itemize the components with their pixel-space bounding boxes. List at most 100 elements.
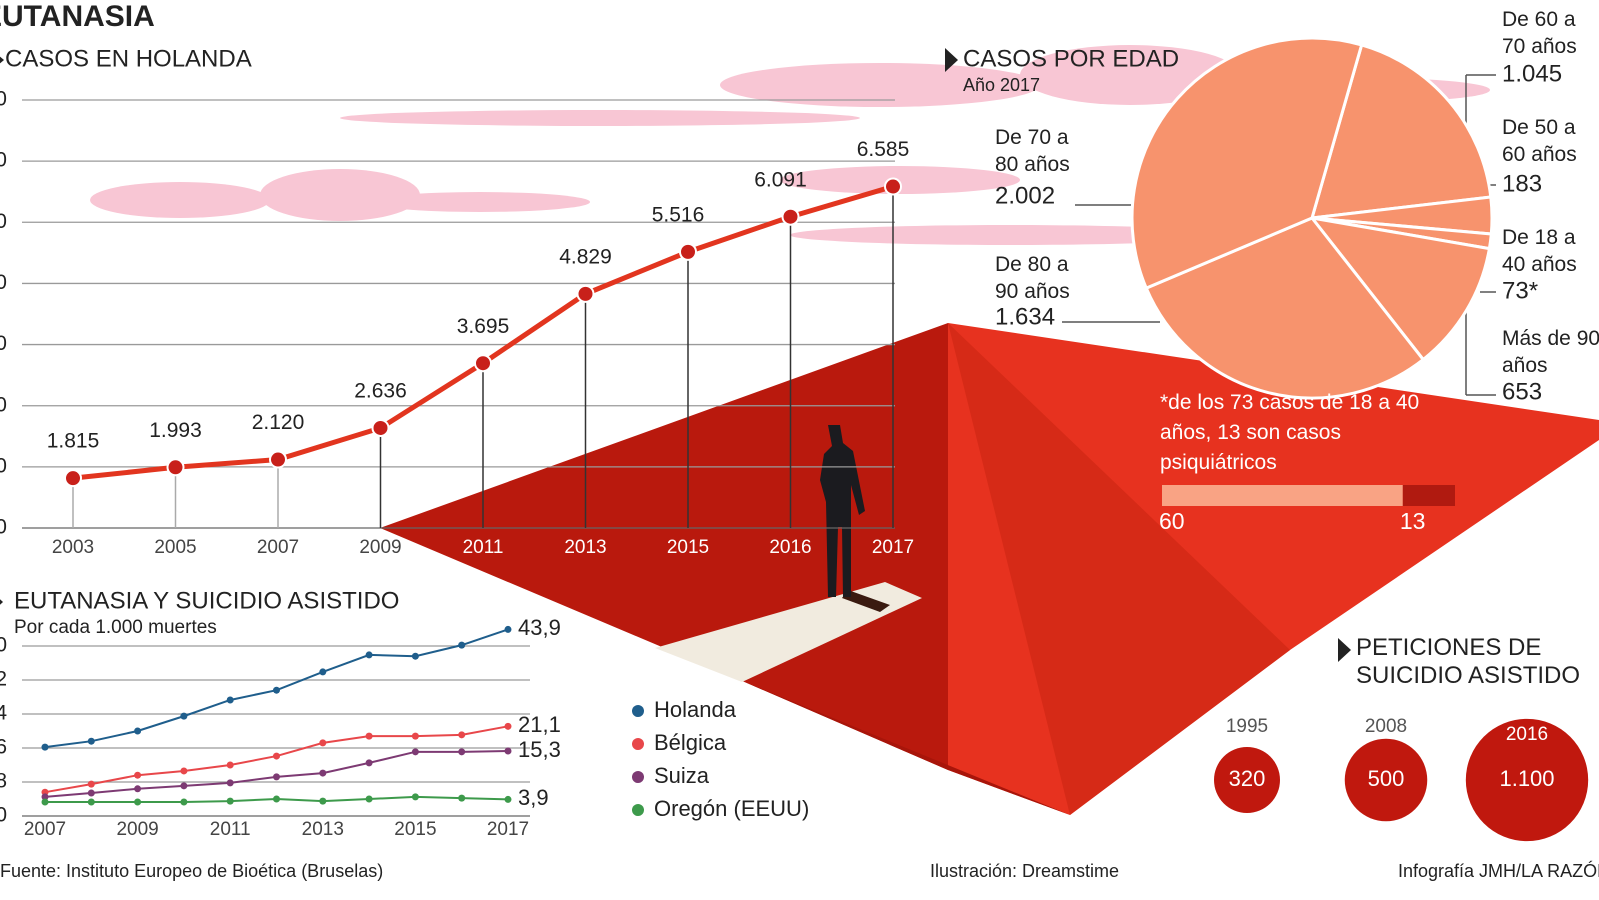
page-title: EUTANASIA bbox=[0, 0, 155, 33]
legend-label: Oregón (EEUU) bbox=[654, 796, 809, 821]
source: Fuente: Instituto Europeo de Bioética (B… bbox=[0, 861, 383, 881]
point bbox=[319, 668, 327, 676]
point bbox=[180, 712, 188, 720]
point bbox=[87, 737, 95, 745]
point bbox=[41, 798, 49, 806]
point bbox=[458, 794, 466, 802]
slice-label: De 60 a 70 años bbox=[1502, 8, 1577, 58]
category-label: 2008 bbox=[1365, 716, 1407, 737]
point bbox=[504, 795, 512, 803]
point bbox=[180, 782, 188, 790]
x-tick-label: 2009 bbox=[359, 537, 401, 558]
x-tick-label: 2011 bbox=[210, 819, 251, 840]
bar-segment bbox=[1162, 485, 1403, 506]
point bbox=[458, 748, 466, 756]
point bbox=[226, 696, 234, 704]
value-label: 60 bbox=[1159, 508, 1185, 534]
slice-label: De 50 a 60 años bbox=[1502, 116, 1577, 166]
category-label: 2016 bbox=[1506, 724, 1548, 745]
value-label: 4.829 bbox=[559, 245, 612, 268]
point bbox=[41, 743, 49, 751]
value-label: 1.993 bbox=[149, 419, 202, 442]
point bbox=[458, 731, 466, 739]
chart-subtitle: Por cada 1.000 muertes bbox=[14, 617, 217, 638]
point bbox=[411, 732, 419, 740]
category-label: 1995 bbox=[1226, 716, 1268, 737]
pie-slice bbox=[1308, 215, 1492, 362]
legend-label: Bélgica bbox=[654, 730, 727, 755]
value-label: 1.100 bbox=[1499, 766, 1554, 791]
value-label: 21,1 bbox=[518, 712, 561, 737]
annotation: *de los 73 casos de 18 a 40 años, 13 son… bbox=[1160, 391, 1420, 474]
pie-slice bbox=[1309, 43, 1493, 220]
legend-marker bbox=[632, 771, 644, 783]
x-tick-label: 2015 bbox=[667, 537, 709, 558]
chart-title: PETICIONES DE SUICIDIO ASISTIDO bbox=[1356, 634, 1581, 689]
value-label: 320 bbox=[1229, 766, 1266, 791]
value-label: 3.695 bbox=[457, 315, 510, 338]
bubble bbox=[1344, 738, 1428, 822]
x-tick-label: 2007 bbox=[257, 537, 299, 558]
legend-marker bbox=[632, 705, 644, 717]
x-tick-label: 2011 bbox=[463, 537, 504, 558]
point bbox=[226, 797, 234, 805]
slice-value: 2.002 bbox=[995, 182, 1055, 209]
point bbox=[134, 727, 142, 735]
point bbox=[504, 722, 512, 730]
y-tick-label: 0 bbox=[0, 804, 7, 827]
x-tick-label: 2005 bbox=[154, 537, 196, 558]
legend-label: Holanda bbox=[654, 697, 737, 722]
pie-slice bbox=[1144, 216, 1426, 400]
x-tick-label: 2009 bbox=[116, 819, 158, 840]
chart-title: EUTANASIA Y SUICIDIO ASISTIDO bbox=[14, 587, 399, 614]
point bbox=[504, 747, 512, 755]
point bbox=[134, 771, 142, 779]
point bbox=[180, 767, 188, 775]
x-tick-label: 2003 bbox=[52, 537, 94, 558]
y-tick-label: 7.000 bbox=[0, 149, 7, 172]
x-tick-label: 2017 bbox=[872, 537, 914, 558]
point bbox=[781, 207, 800, 226]
y-tick-label: 16 bbox=[0, 736, 7, 759]
point bbox=[884, 177, 902, 196]
x-tick-label: 2007 bbox=[24, 819, 66, 840]
legend-marker bbox=[632, 804, 644, 816]
point bbox=[87, 780, 95, 788]
slice-value: 1.045 bbox=[1502, 60, 1562, 87]
legend-label: Suiza bbox=[654, 763, 710, 788]
point bbox=[411, 793, 419, 801]
bubble bbox=[1465, 718, 1589, 842]
x-tick-label: 2016 bbox=[769, 537, 811, 558]
y-tick-label: 8.000 bbox=[0, 88, 7, 111]
y-tick-label: 8 bbox=[0, 770, 7, 793]
point bbox=[365, 651, 373, 659]
y-tick-label: 6.000 bbox=[0, 210, 7, 233]
chart-title: CASOS POR EDAD bbox=[963, 45, 1179, 72]
value-label: 2.636 bbox=[354, 380, 407, 403]
chart-subtitle: Año 2017 bbox=[963, 75, 1040, 95]
y-tick-label: 32 bbox=[0, 668, 7, 691]
point bbox=[87, 798, 95, 806]
point bbox=[411, 748, 419, 756]
x-tick-label: 2013 bbox=[564, 537, 606, 558]
point bbox=[365, 759, 373, 767]
point bbox=[458, 641, 466, 649]
point bbox=[269, 450, 287, 469]
value-label: 43,9 bbox=[518, 615, 561, 640]
point bbox=[273, 752, 280, 760]
y-tick-label: 1.000 bbox=[0, 516, 7, 539]
point bbox=[64, 469, 82, 488]
slice-label: De 80 a 90 años bbox=[995, 253, 1070, 303]
y-tick-label: 24 bbox=[0, 702, 7, 725]
value-label: 1.815 bbox=[47, 430, 100, 453]
legend-marker bbox=[632, 738, 644, 750]
y-tick-label: 2.000 bbox=[0, 454, 7, 477]
point bbox=[134, 785, 142, 793]
illustration-credit: Ilustración: Dreamstime bbox=[930, 861, 1119, 881]
y-tick-label: 3.000 bbox=[0, 393, 7, 416]
y-tick-label: 4.000 bbox=[0, 332, 7, 355]
point bbox=[319, 739, 327, 747]
point bbox=[504, 625, 512, 633]
slice-label: De 70 a 80 años bbox=[995, 126, 1070, 176]
